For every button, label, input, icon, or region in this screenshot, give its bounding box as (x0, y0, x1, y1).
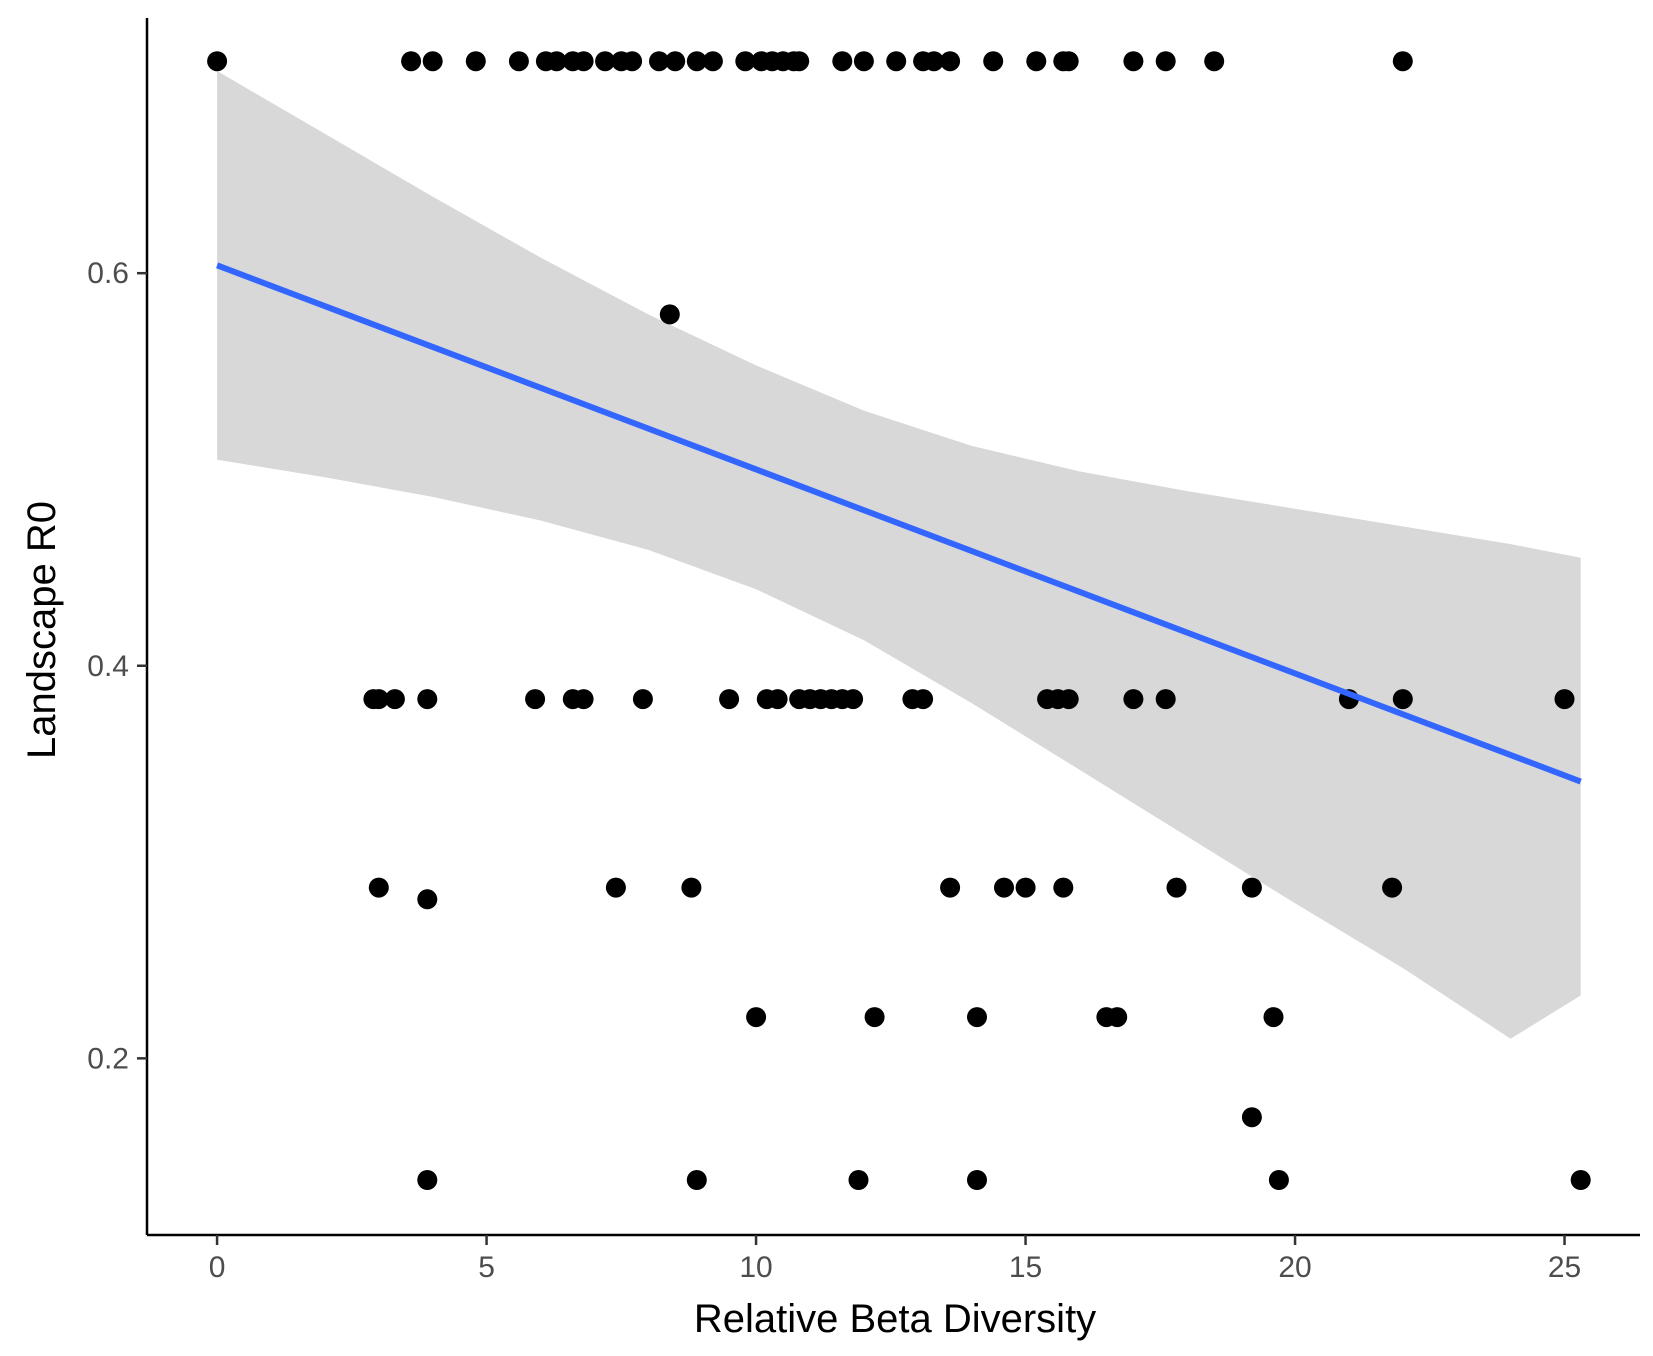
data-point (417, 1170, 438, 1190)
data-point (1204, 51, 1225, 72)
data-point (368, 689, 389, 710)
data-point (864, 1007, 885, 1028)
data-point (384, 689, 405, 710)
data-point (207, 51, 228, 72)
x-tick-label: 10 (739, 1251, 772, 1284)
data-point (767, 689, 788, 710)
data-point (1026, 51, 1047, 72)
fit-line-layer (216, 262, 1582, 785)
data-point (605, 877, 626, 898)
data-point (686, 51, 707, 72)
data-point (595, 51, 616, 72)
data-point (1570, 1170, 1591, 1190)
points-layer (207, 51, 1591, 1190)
data-point (1123, 51, 1144, 72)
y-tick-label: 0.4 (87, 650, 129, 683)
data-point (417, 689, 438, 710)
data-point (525, 689, 546, 710)
data-point (368, 877, 389, 898)
data-point (546, 51, 567, 72)
data-point (1155, 51, 1176, 72)
data-point (1382, 877, 1403, 898)
data-point (1058, 689, 1079, 710)
data-point (1241, 1107, 1262, 1128)
data-point (573, 689, 594, 710)
data-point (665, 51, 686, 72)
data-point (843, 689, 864, 710)
axes-layer: 0 5 10 15 20 25 0.2 0.4 0.6 (87, 18, 1640, 1284)
data-point (789, 51, 810, 72)
data-point (622, 51, 643, 72)
data-point (1015, 877, 1036, 898)
data-point (853, 51, 874, 72)
x-tick-label: 0 (209, 1251, 226, 1284)
y-tick-label: 0.6 (87, 257, 129, 290)
data-point (1392, 689, 1413, 710)
data-point (681, 877, 702, 898)
data-point (508, 51, 529, 72)
data-point (1053, 877, 1074, 898)
data-point (719, 689, 740, 710)
data-point (422, 51, 443, 72)
regression-line (216, 262, 1582, 785)
data-point (1268, 1170, 1289, 1190)
data-point (702, 51, 723, 72)
data-point (967, 1170, 987, 1190)
data-point (923, 51, 944, 72)
data-point (1107, 1007, 1128, 1028)
data-point (1166, 877, 1187, 898)
data-point (401, 51, 422, 72)
data-point (632, 689, 653, 710)
data-point (848, 1170, 869, 1190)
x-tick-label: 25 (1548, 1251, 1581, 1284)
data-point (940, 877, 961, 898)
confidence-band-layer (217, 71, 1581, 1039)
data-point (686, 1170, 707, 1190)
data-point (967, 1007, 987, 1028)
data-point (1123, 689, 1144, 710)
y-axis-title: Landscape R0 (20, 501, 64, 759)
data-point (1263, 1007, 1284, 1028)
x-tick-label: 5 (478, 1251, 495, 1284)
x-axis-title: Relative Beta Diversity (694, 1297, 1096, 1341)
x-tick-label: 20 (1278, 1251, 1311, 1284)
data-point (940, 51, 961, 72)
data-point (573, 51, 594, 72)
data-point (417, 889, 438, 910)
y-tick-label: 0.2 (87, 1042, 129, 1075)
data-point (994, 877, 1014, 898)
data-point (649, 51, 669, 72)
data-point (913, 689, 934, 710)
data-point (1058, 51, 1079, 72)
data-point (832, 51, 853, 72)
data-point (465, 51, 486, 72)
data-point (659, 304, 680, 325)
data-point (1155, 689, 1176, 710)
data-point (735, 51, 756, 72)
data-point (1392, 51, 1413, 72)
data-point (1554, 689, 1575, 710)
data-point (746, 1007, 767, 1028)
data-point (1241, 877, 1262, 898)
data-point (983, 51, 1004, 72)
data-point (886, 51, 907, 72)
x-tick-label: 15 (1009, 1251, 1042, 1284)
confidence-band (217, 71, 1581, 1039)
